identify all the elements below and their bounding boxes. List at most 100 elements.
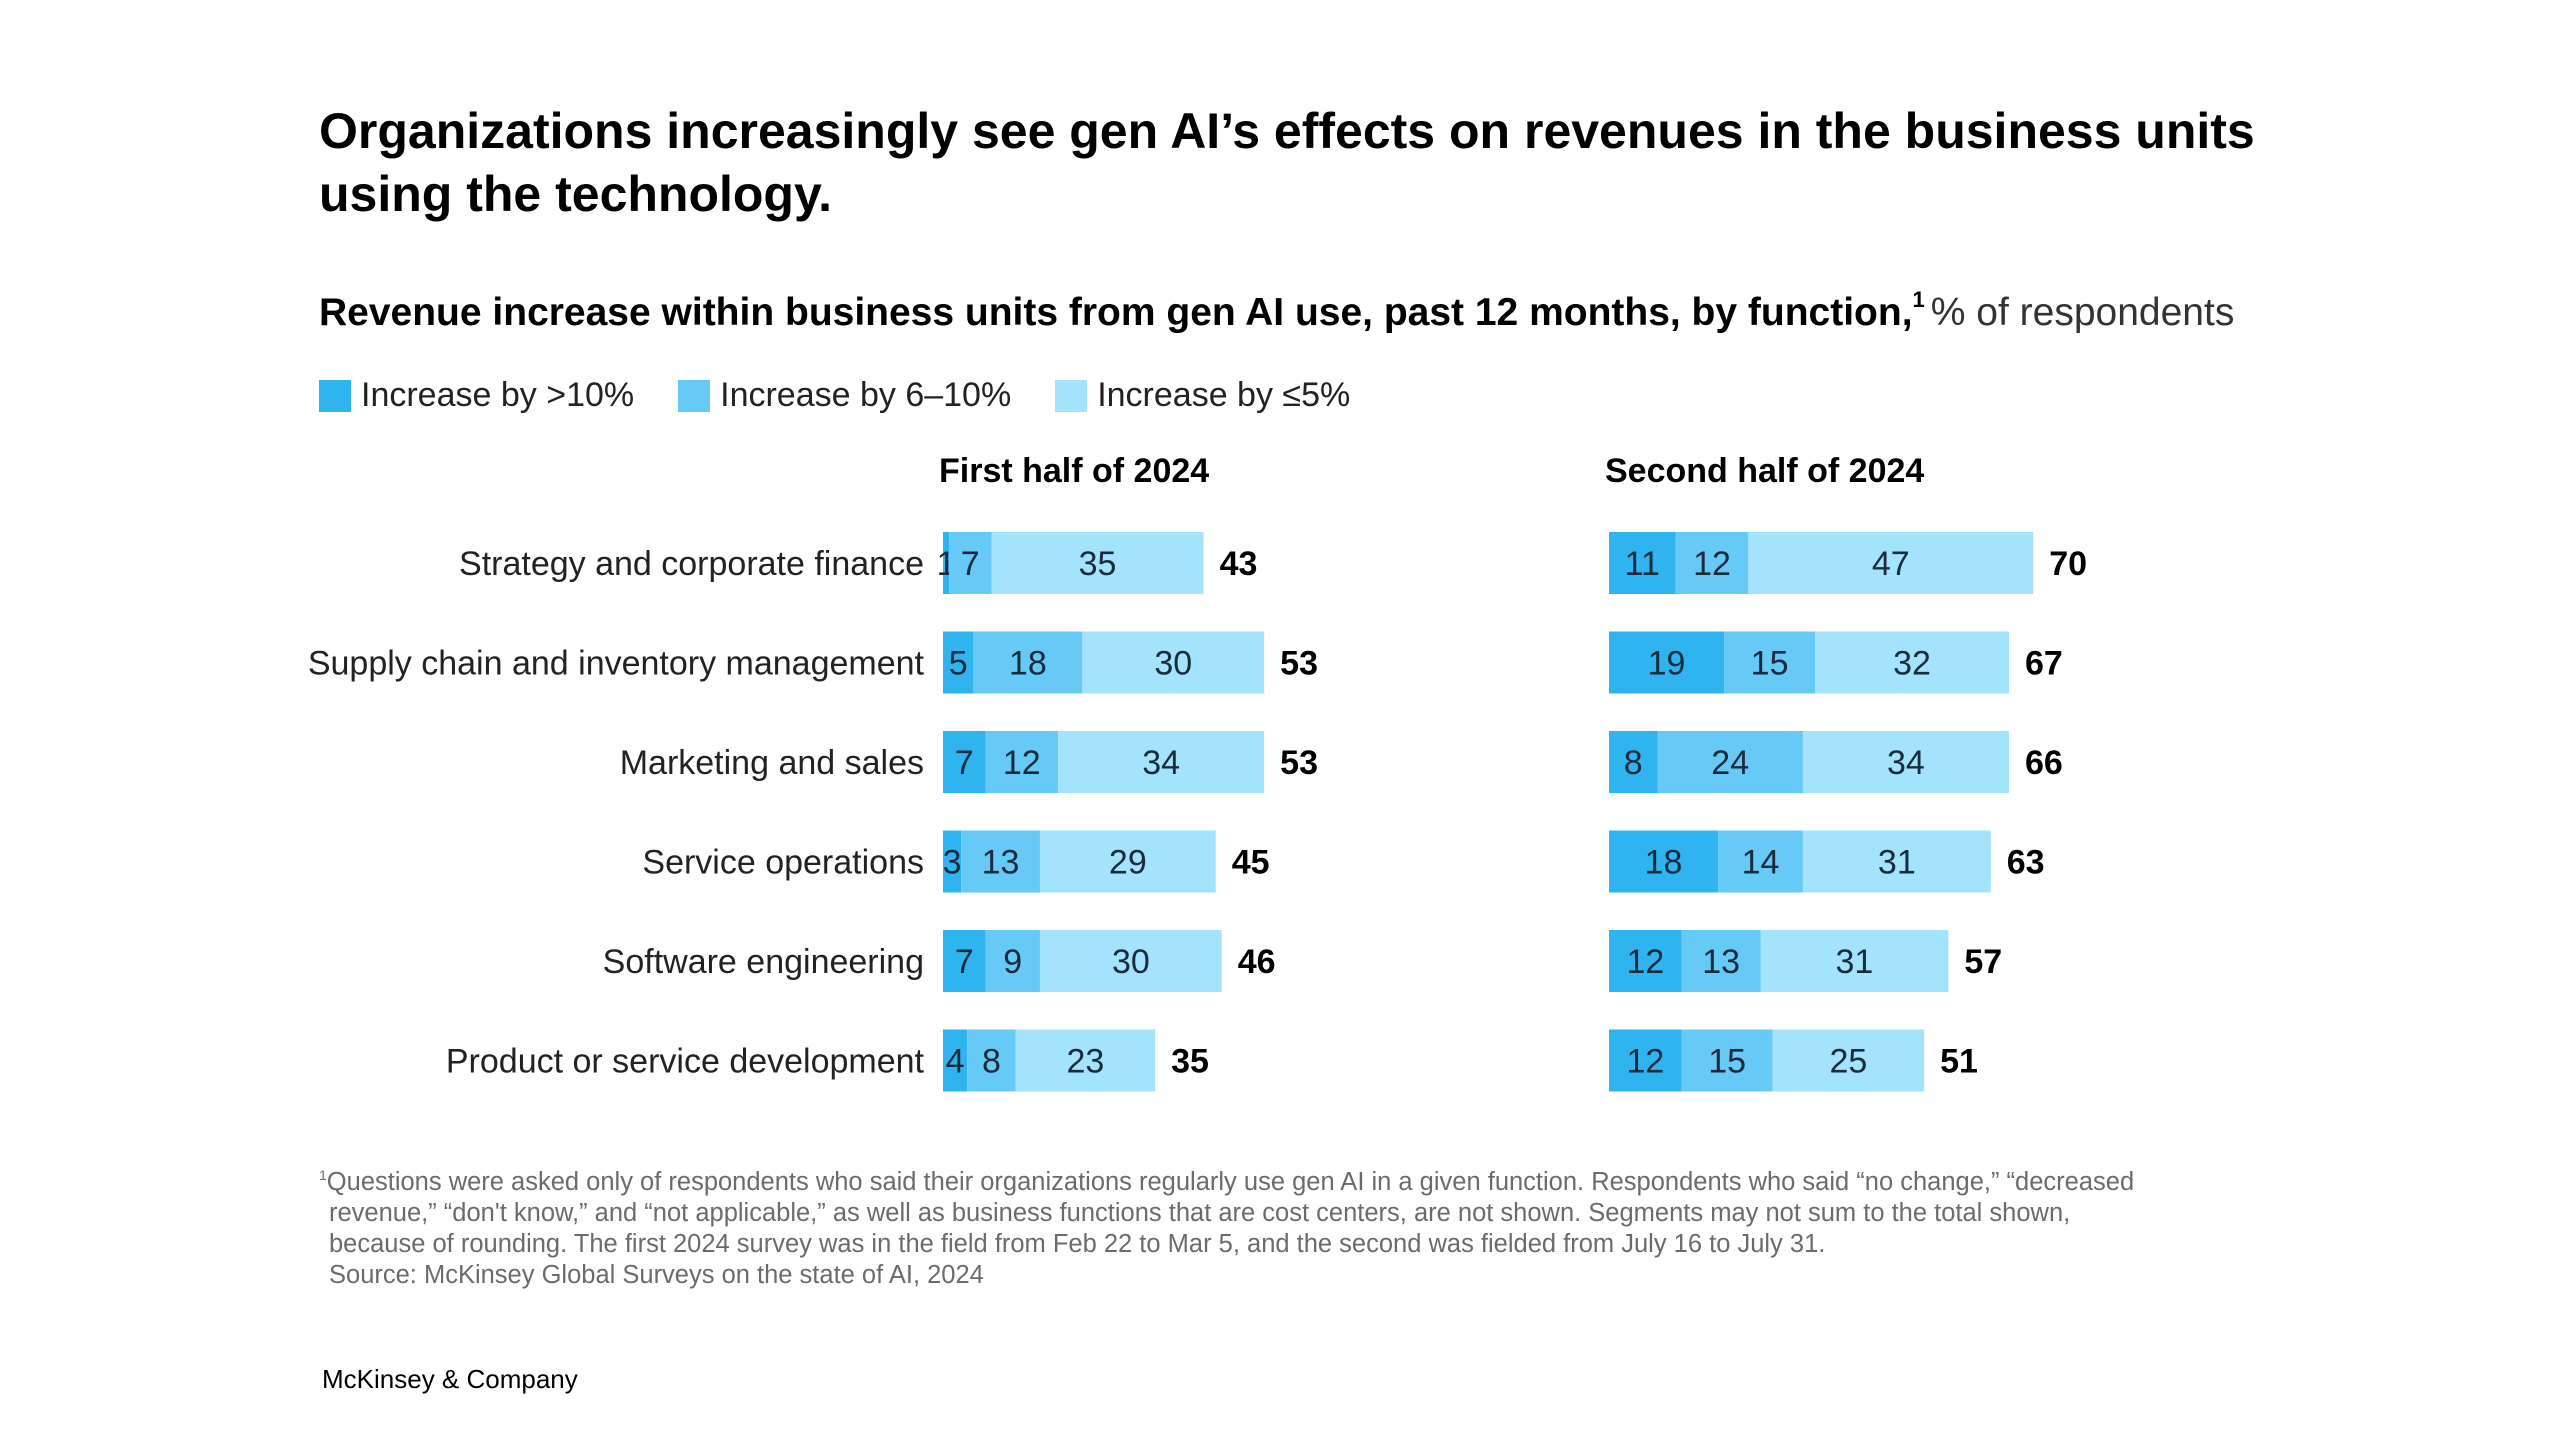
bar-segment-h2-software-engineering-1 — [1609, 930, 1682, 992]
segment-value-h1-product-or-service-development-3: 23 — [1066, 1043, 1104, 1081]
legend-swatch-6to10 — [678, 379, 711, 412]
footnote-text-1: Questions were asked only of respondents… — [326, 1168, 2135, 1196]
bar-segment-h1-software-engineering-3 — [1039, 930, 1222, 992]
segment-value-h1-marketing-and-sales-3: 34 — [1142, 744, 1180, 782]
total-value-h2-marketing-and-sales: 66 — [2025, 744, 2063, 782]
bar-segment-h2-service-operations-3 — [1802, 830, 1991, 893]
subtitle-unit: % of respondents — [1930, 291, 2235, 334]
bar-segment-h1-supply-chain-and-inventory-management-1 — [943, 631, 974, 694]
bar-segment-h2-strategy-and-corporate-finance-3 — [1748, 532, 2034, 594]
bar-segment-h2-strategy-and-corporate-finance-1 — [1609, 532, 1676, 594]
segment-value-h1-supply-chain-and-inventory-management-3: 30 — [1154, 645, 1192, 683]
segment-value-h1-strategy-and-corporate-finance-2: 7 — [961, 545, 980, 583]
total-value-h1-supply-chain-and-inventory-management: 53 — [1280, 645, 1318, 683]
segment-value-h1-service-operations-2: 13 — [982, 844, 1020, 882]
segment-value-h2-service-operations-1: 18 — [1645, 844, 1683, 882]
bar-segment-h2-product-or-service-development-1 — [1609, 1029, 1682, 1092]
chart-subtitle: Revenue increase within business units f… — [319, 275, 2234, 338]
total-value-h1-software-engineering: 46 — [1238, 943, 1276, 981]
bar-segment-h2-marketing-and-sales-3 — [1802, 731, 2009, 793]
chart-title: Organizations increasingly see gen AI’s … — [319, 103, 2255, 222]
footnote: 1Questions were asked only of respondent… — [319, 1160, 2259, 1291]
segment-value-h2-service-operations-3: 31 — [1878, 844, 1916, 882]
bar-segment-h1-supply-chain-and-inventory-management-3 — [1082, 631, 1265, 694]
segment-value-h1-supply-chain-and-inventory-management-2: 18 — [1009, 645, 1047, 683]
segment-value-h2-supply-chain-and-inventory-management-3: 32 — [1893, 645, 1931, 683]
category-label-supply-chain-and-inventory-management: Supply chain and inventory management — [308, 645, 925, 683]
legend-label-le5: Increase by ≤5% — [1097, 376, 1351, 414]
segment-value-h2-product-or-service-development-3: 25 — [1829, 1043, 1867, 1081]
bar-segment-h2-supply-chain-and-inventory-management-2 — [1724, 631, 1816, 694]
total-value-h2-supply-chain-and-inventory-management: 67 — [2025, 645, 2063, 683]
bar-segment-h1-strategy-and-corporate-finance-1 — [943, 532, 950, 594]
bar-segment-h1-service-operations-3 — [1039, 830, 1216, 893]
legend-label-gt10: Increase by >10% — [361, 376, 635, 414]
segment-value-h1-product-or-service-development-2: 8 — [982, 1043, 1001, 1081]
category-label-marketing-and-sales: Marketing and sales — [620, 744, 924, 782]
bar-segment-h1-software-engineering-2 — [985, 930, 1040, 992]
bar-segment-h1-marketing-and-sales-2 — [985, 731, 1059, 793]
bar-segment-h2-marketing-and-sales-2 — [1657, 731, 1803, 793]
total-value-h1-marketing-and-sales: 53 — [1280, 744, 1318, 782]
segment-value-h2-software-engineering-3: 31 — [1836, 943, 1874, 981]
bar-segment-h1-product-or-service-development-1 — [943, 1029, 968, 1092]
segment-value-h2-strategy-and-corporate-finance-2: 12 — [1693, 545, 1731, 583]
bar-segment-h1-software-engineering-1 — [943, 930, 986, 992]
total-value-h1-service-operations: 45 — [1232, 844, 1270, 882]
footnote-line-1: 1Questions were asked only of respondent… — [319, 1160, 2259, 1198]
footnote-line-2: revenue,” “don't know,” and “not applica… — [329, 1199, 2071, 1227]
stacked-bar-chart: Strategy and corporate finance Supply cha… — [308, 452, 2087, 1092]
total-value-h2-product-or-service-development: 51 — [1940, 1043, 1978, 1081]
bar-segment-h2-software-engineering-3 — [1760, 930, 1949, 992]
legend-swatch-le5 — [1055, 379, 1088, 412]
legend: Increase by >10% Increase by 6–10% Incre… — [319, 376, 1350, 415]
category-label-strategy-and-corporate-finance: Strategy and corporate finance — [459, 545, 924, 583]
segment-value-h1-marketing-and-sales-2: 12 — [1003, 744, 1041, 782]
total-value-h2-strategy-and-corporate-finance: 70 — [2049, 545, 2087, 583]
bar-segment-h1-product-or-service-development-2 — [967, 1029, 1016, 1092]
bar-segment-h1-strategy-and-corporate-finance-3 — [991, 532, 1204, 594]
segment-value-h2-supply-chain-and-inventory-management-2: 15 — [1751, 645, 1789, 683]
legend-item-le5: Increase by ≤5% — [1055, 376, 1350, 415]
segment-value-h2-marketing-and-sales-1: 8 — [1624, 744, 1643, 782]
segment-value-h2-software-engineering-2: 13 — [1702, 943, 1740, 981]
bar-segment-h2-service-operations-1 — [1609, 830, 1719, 893]
segment-value-h2-service-operations-2: 14 — [1742, 844, 1780, 882]
bar-segment-h2-product-or-service-development-2 — [1681, 1029, 1773, 1092]
footnote-marker: 1 — [319, 1167, 327, 1183]
segment-value-h2-marketing-and-sales-3: 34 — [1887, 744, 1925, 782]
segment-value-h1-supply-chain-and-inventory-management-1: 5 — [949, 645, 968, 683]
bar-segment-h2-software-engineering-2 — [1681, 930, 1761, 992]
bar-segment-h2-strategy-and-corporate-finance-2 — [1675, 532, 1749, 594]
segment-value-h2-strategy-and-corporate-finance-3: 47 — [1872, 545, 1910, 583]
legend-item-gt10: Increase by >10% — [319, 376, 634, 415]
panel-title-2: Second half of 2024 — [1605, 452, 1924, 490]
category-label-product-or-service-development: Product or service development — [446, 1043, 925, 1081]
bar-segment-h1-supply-chain-and-inventory-management-2 — [973, 631, 1083, 694]
segment-value-h1-product-or-service-development-1: 4 — [946, 1043, 965, 1081]
total-value-h2-software-engineering: 57 — [1964, 943, 2002, 981]
category-label-service-operations: Service operations — [642, 844, 924, 882]
segment-value-h1-software-engineering-3: 30 — [1112, 943, 1150, 981]
segment-value-h1-strategy-and-corporate-finance-3: 35 — [1079, 545, 1117, 583]
panel-title-1: First half of 2024 — [939, 452, 1209, 490]
segment-value-h2-software-engineering-1: 12 — [1626, 943, 1664, 981]
total-value-h1-strategy-and-corporate-finance: 43 — [1220, 545, 1258, 583]
segment-value-h1-service-operations-3: 29 — [1109, 844, 1147, 882]
bar-segment-h1-marketing-and-sales-3 — [1058, 731, 1265, 793]
segment-value-h2-product-or-service-development-2: 15 — [1708, 1043, 1746, 1081]
bar-segment-h2-supply-chain-and-inventory-management-1 — [1609, 631, 1725, 694]
footnote-source: Source: McKinsey Global Surveys on the s… — [329, 1261, 984, 1289]
total-value-h2-service-operations: 63 — [2007, 844, 2045, 882]
legend-swatch-gt10 — [319, 379, 351, 412]
brand-logo-text: McKinsey & Company — [322, 1364, 578, 1394]
footnote-line-3: because of rounding. The first 2024 surv… — [329, 1230, 1826, 1258]
bar-segment-h2-supply-chain-and-inventory-management-3 — [1815, 631, 2009, 694]
total-value-h1-product-or-service-development: 35 — [1171, 1043, 1209, 1081]
legend-item-6to10: Increase by 6–10% — [678, 376, 1011, 415]
segment-value-h1-software-engineering-1: 7 — [955, 943, 974, 981]
legend-label-6to10: Increase by 6–10% — [720, 376, 1012, 414]
bar-segment-h2-marketing-and-sales-1 — [1609, 731, 1658, 793]
segment-value-h2-product-or-service-development-1: 12 — [1626, 1043, 1664, 1081]
segment-value-h2-supply-chain-and-inventory-management-1: 19 — [1648, 645, 1686, 683]
